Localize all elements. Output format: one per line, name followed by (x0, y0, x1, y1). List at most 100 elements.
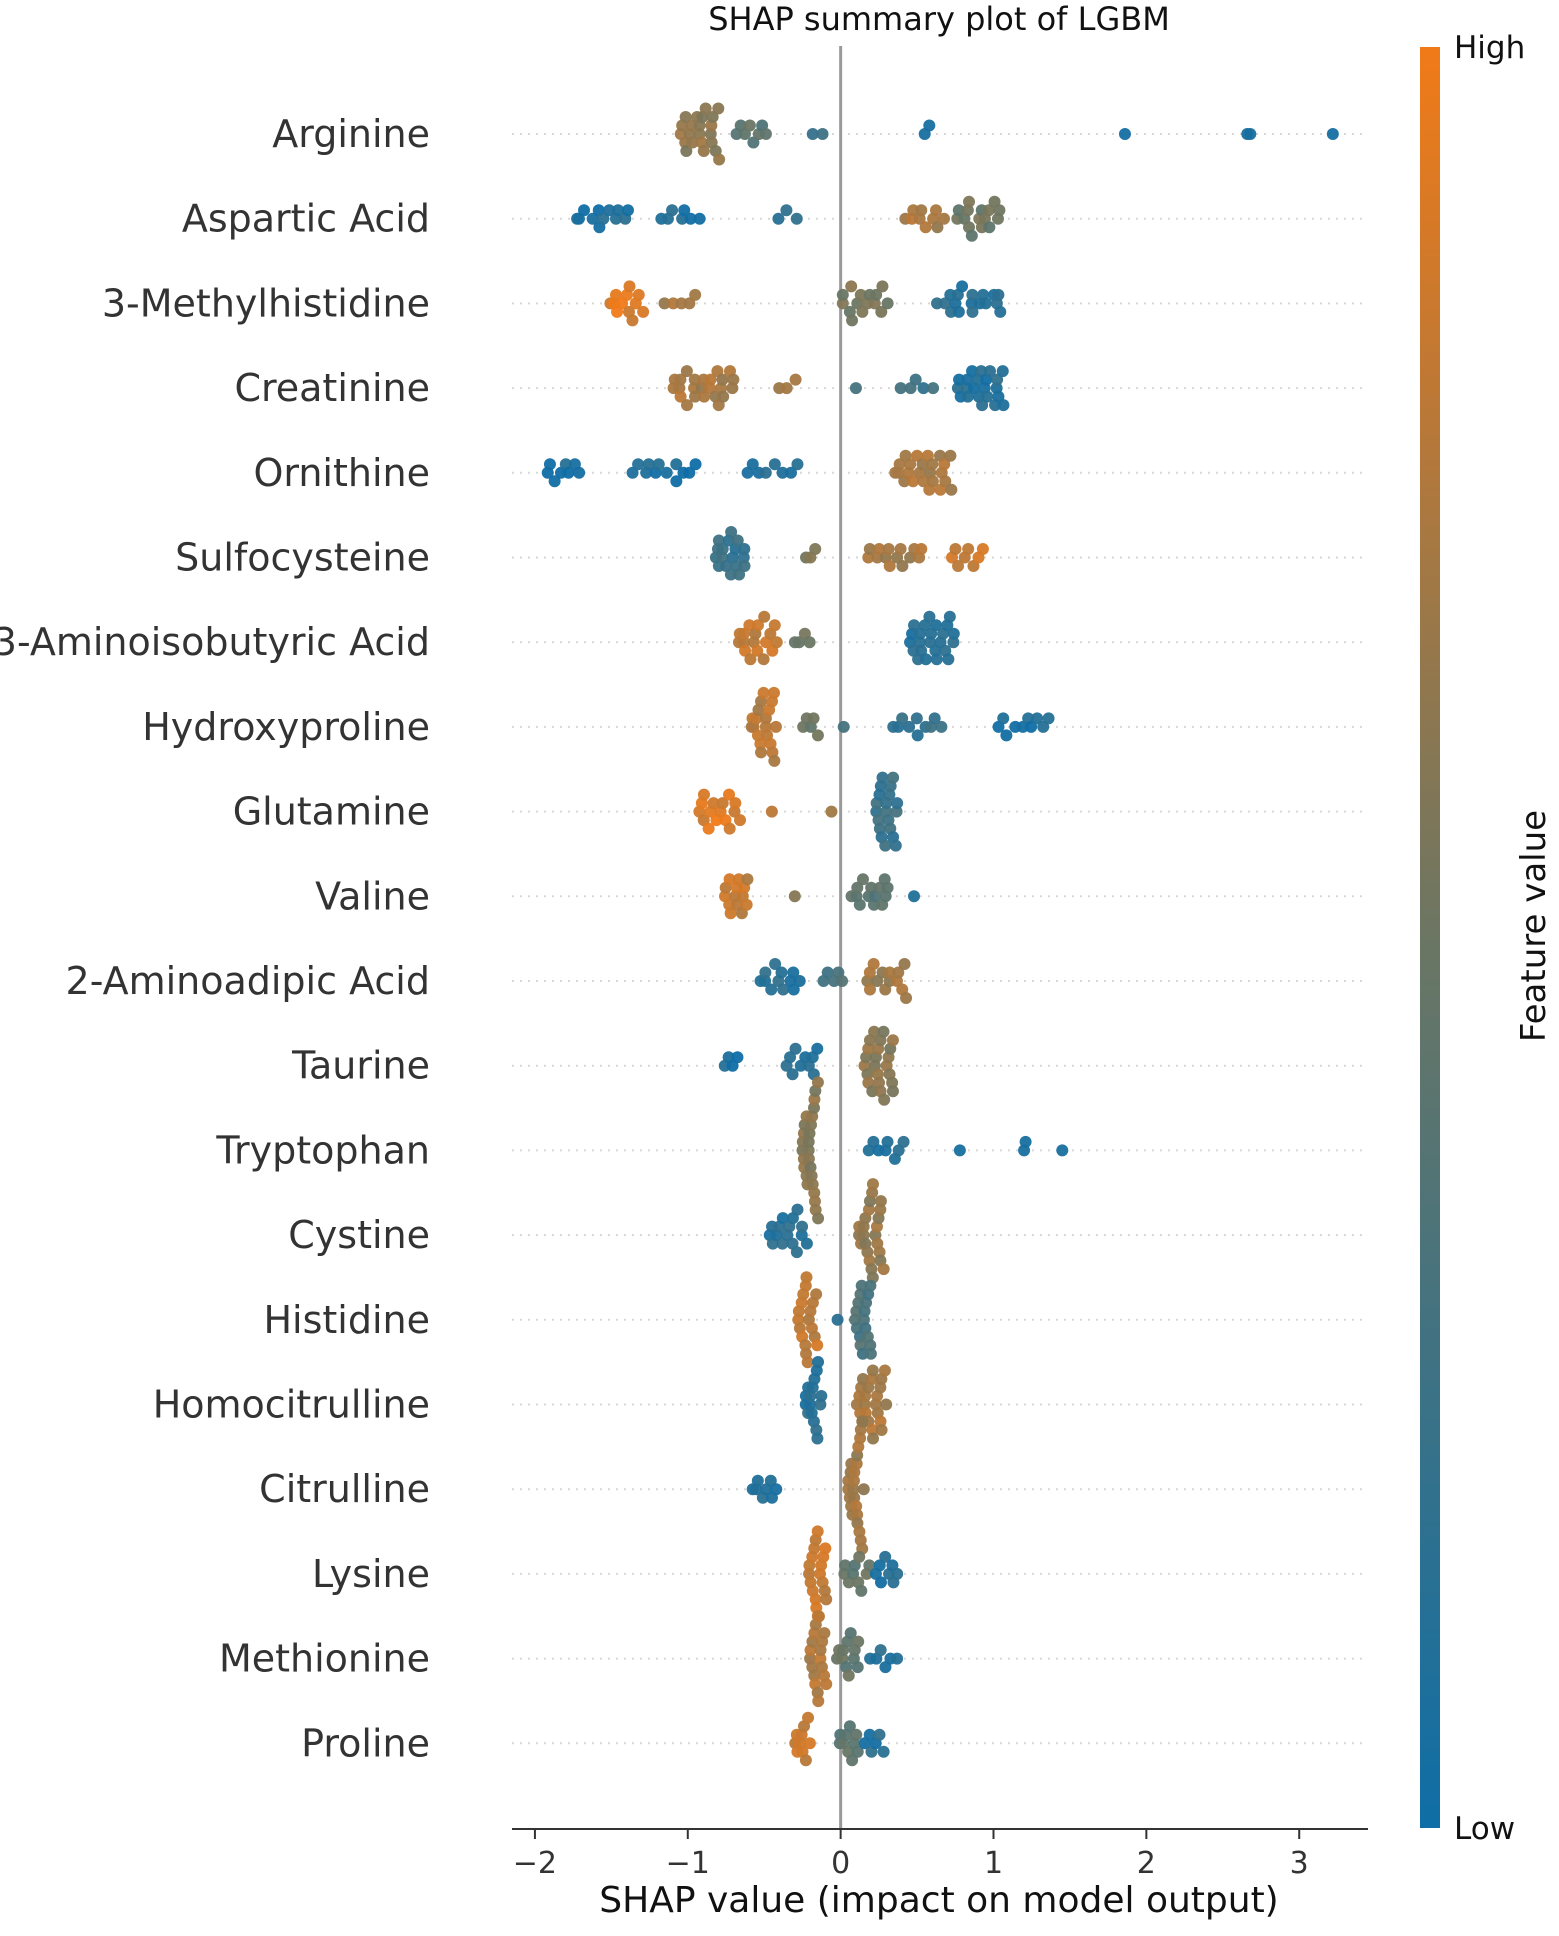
shap-point (889, 839, 902, 852)
feature-label: Valine (315, 874, 430, 918)
shap-point (893, 458, 906, 471)
shap-point (578, 204, 591, 217)
shap-point (777, 983, 790, 996)
shap-point (874, 1644, 887, 1657)
shap-point (927, 382, 940, 395)
shap-point (717, 390, 730, 403)
shap-point (746, 458, 759, 471)
feature-label: Tryptophan (215, 1128, 430, 1172)
shap-point (867, 958, 880, 970)
shap-point (845, 280, 858, 293)
shap-point (847, 1474, 860, 1487)
shap-point (982, 204, 995, 217)
feature-label: 3-Aminoisobutyric Acid (0, 620, 430, 664)
x-axis-tick-label: −1 (666, 1846, 710, 1881)
shap-point (683, 466, 696, 479)
shap-point (911, 729, 924, 742)
shap-point (877, 1263, 890, 1276)
shap-point (839, 1559, 852, 1572)
feature-label: Homocitrulline (153, 1383, 430, 1427)
shap-point (864, 1347, 877, 1360)
shap-point (706, 111, 719, 123)
shap-point (866, 1364, 879, 1377)
shap-point (892, 966, 905, 979)
shap-point (759, 128, 772, 140)
shap-point (853, 898, 866, 911)
shap-point (738, 543, 751, 555)
shap-point (787, 983, 800, 996)
shap-point (689, 288, 702, 301)
shap-point (815, 1390, 828, 1402)
shap-point (768, 619, 781, 632)
shap-point (652, 458, 665, 471)
shap-point (849, 382, 862, 395)
shap-point (867, 1432, 879, 1445)
shap-point (684, 212, 697, 225)
shap-point (879, 839, 892, 852)
shap-point (776, 1212, 789, 1225)
shap-point (790, 1246, 803, 1259)
shap-point (744, 653, 757, 666)
shap-point (997, 712, 1010, 725)
shap-point (758, 610, 771, 623)
shap-point (965, 229, 978, 242)
shap-point (704, 373, 717, 386)
shap-point (674, 390, 687, 403)
shap-point (702, 822, 715, 835)
shap-point (806, 128, 819, 140)
shap-point (603, 204, 616, 217)
feature-label: Arginine (272, 112, 430, 156)
shap-point (886, 1034, 899, 1047)
feature-label: Lysine (312, 1552, 430, 1596)
shap-point (666, 204, 679, 217)
shap-point (724, 907, 737, 920)
shap-point (767, 686, 780, 699)
shap-point (931, 221, 944, 234)
shap-point (548, 475, 561, 488)
shap-point (791, 1203, 804, 1216)
shap-point (626, 314, 639, 327)
shap-point (755, 746, 768, 759)
shap-point (944, 449, 957, 462)
shap-point (874, 1195, 887, 1208)
shap-point (891, 1652, 904, 1665)
shap-point (820, 1678, 833, 1691)
shap-point (632, 288, 645, 301)
shap-point (743, 119, 756, 132)
shap-point (776, 466, 789, 479)
shap-point (842, 1669, 855, 1682)
shap-point (811, 1610, 824, 1623)
shap-point (947, 636, 960, 649)
shap-point (697, 145, 710, 157)
shap-point (784, 466, 797, 479)
shap-point (942, 653, 955, 666)
feature-label: Hydroxyproline (142, 705, 430, 749)
shap-point (881, 881, 894, 894)
shap-point (894, 543, 907, 555)
shap-point (612, 204, 625, 217)
shap-point (658, 297, 671, 310)
shap-point (917, 382, 930, 395)
shap-point (997, 399, 1010, 412)
shap-point (979, 297, 992, 310)
shap-point (623, 280, 636, 293)
shap-point (765, 805, 778, 818)
shap-point (811, 1525, 824, 1538)
shap-point (716, 797, 729, 810)
shap-point (770, 1483, 783, 1496)
chart-title: SHAP summary plot of LGBM (708, 0, 1170, 38)
shap-point (1042, 712, 1055, 725)
shap-point (851, 1745, 864, 1758)
shap-point (801, 1356, 814, 1369)
shap-point (882, 543, 895, 555)
shap-point (765, 983, 778, 996)
shap-point (938, 458, 951, 471)
x-axis-tick-label: 1 (984, 1846, 1003, 1881)
shap-point (877, 1025, 890, 1038)
shap-point (626, 466, 639, 479)
shap-point (789, 373, 802, 386)
shap-point (1025, 720, 1038, 733)
shap-point (866, 1085, 879, 1098)
shap-point (800, 1271, 813, 1284)
shap-point (996, 365, 1009, 378)
